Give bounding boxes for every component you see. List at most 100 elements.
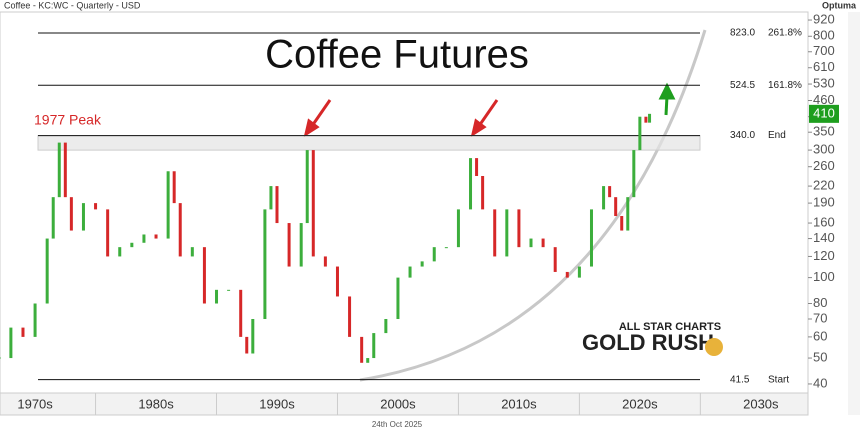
date: 24th Oct 2025 (372, 420, 423, 429)
y-tick-label: 60 (813, 328, 827, 343)
chart-title: Coffee Futures (265, 33, 529, 77)
candle (81, 203, 85, 231)
candle (190, 247, 194, 257)
y-tick-label: 80 (813, 295, 827, 310)
candle (620, 216, 624, 231)
y-tick-label: 920 (813, 11, 835, 26)
y-tick-label: 40 (813, 375, 827, 390)
x-axis-band (0, 392, 809, 416)
candle (529, 238, 533, 248)
candle (305, 150, 309, 224)
candle (648, 113, 652, 123)
last-value-box (809, 104, 839, 123)
y-tick-label: 160 (813, 214, 835, 229)
candle (366, 358, 370, 363)
logo-bottom: GOLD RUSH (582, 330, 714, 355)
candle (118, 247, 122, 257)
peak-zone (37, 135, 701, 151)
candle (94, 203, 98, 210)
y-tick-label: 190 (813, 195, 835, 210)
level-label: 41.5 (730, 374, 750, 385)
candle (626, 197, 630, 231)
candle (63, 142, 67, 198)
candle (589, 209, 593, 267)
candle (69, 197, 73, 231)
candle (614, 197, 618, 217)
x-tick-label: 1980s (138, 396, 174, 411)
y-tick-label: 100 (813, 269, 835, 284)
candle (130, 242, 134, 248)
candle (51, 197, 55, 239)
y-tick-label: 260 (813, 158, 835, 173)
candle (348, 296, 352, 337)
candle (323, 256, 327, 267)
arrow-green (658, 82, 676, 116)
candle (644, 116, 648, 123)
candle (245, 336, 249, 354)
candle (178, 203, 182, 257)
candle (142, 234, 146, 243)
level-tag: End (768, 130, 786, 141)
y-tick-label: 610 (813, 59, 835, 74)
y-tick-label: 700 (813, 43, 835, 58)
candle (33, 303, 37, 337)
x-tick-label: 2030s (743, 396, 779, 411)
candle (505, 209, 509, 257)
y-tick-label: 120 (813, 248, 835, 263)
candle (311, 150, 315, 257)
y-tick-label: 220 (813, 178, 835, 193)
candle (335, 266, 339, 297)
level-tag: 261.8% (768, 28, 802, 39)
y-tick-label: 460 (813, 92, 835, 107)
candle (638, 116, 642, 151)
candle (420, 261, 424, 267)
candle (444, 247, 448, 249)
y-tick-label: 350 (813, 124, 835, 139)
candle (565, 271, 569, 278)
candle (553, 247, 557, 272)
level-label: 340.0 (730, 130, 755, 141)
candle (251, 319, 255, 354)
level-tag: Start (768, 374, 789, 385)
candle (360, 336, 364, 363)
candle (469, 158, 473, 210)
candle (57, 142, 61, 198)
level-label: 823.0 (730, 28, 755, 39)
candle (215, 289, 219, 304)
candle (9, 327, 13, 359)
x-tick-label: 2010s (501, 396, 537, 411)
candle (21, 327, 25, 337)
candle (154, 234, 158, 239)
y-tick-label: 50 (813, 349, 827, 364)
candle (299, 223, 303, 267)
level-label: 524.5 (730, 80, 755, 91)
y-tick-label: 140 (813, 230, 835, 245)
candle (541, 238, 545, 248)
x-tick-label: 2020s (622, 396, 658, 411)
logo-icon (705, 338, 723, 356)
candle (432, 247, 436, 262)
candle (608, 186, 612, 198)
candle (269, 186, 273, 210)
candle (275, 186, 279, 224)
level-tag: 161.8% (768, 80, 802, 91)
candle (602, 186, 606, 210)
candle (227, 289, 231, 291)
candle (166, 171, 170, 239)
candle (396, 277, 400, 320)
candle (481, 175, 485, 210)
y-tick-label: 70 (813, 310, 827, 325)
logo-top: ALL STAR CHARTS (619, 321, 721, 333)
candle (384, 319, 388, 334)
last-value: 410 (813, 105, 835, 120)
x-tick-label: 1990s (259, 396, 295, 411)
y-tick-label: 300 (813, 142, 835, 157)
scrollbar (848, 12, 860, 415)
candle (239, 289, 243, 337)
candle (372, 333, 376, 359)
arrows-red (303, 99, 499, 138)
x-tick-label: 1970s (17, 396, 53, 411)
x-tick-label: 2000s (380, 396, 416, 411)
candle (172, 171, 176, 204)
